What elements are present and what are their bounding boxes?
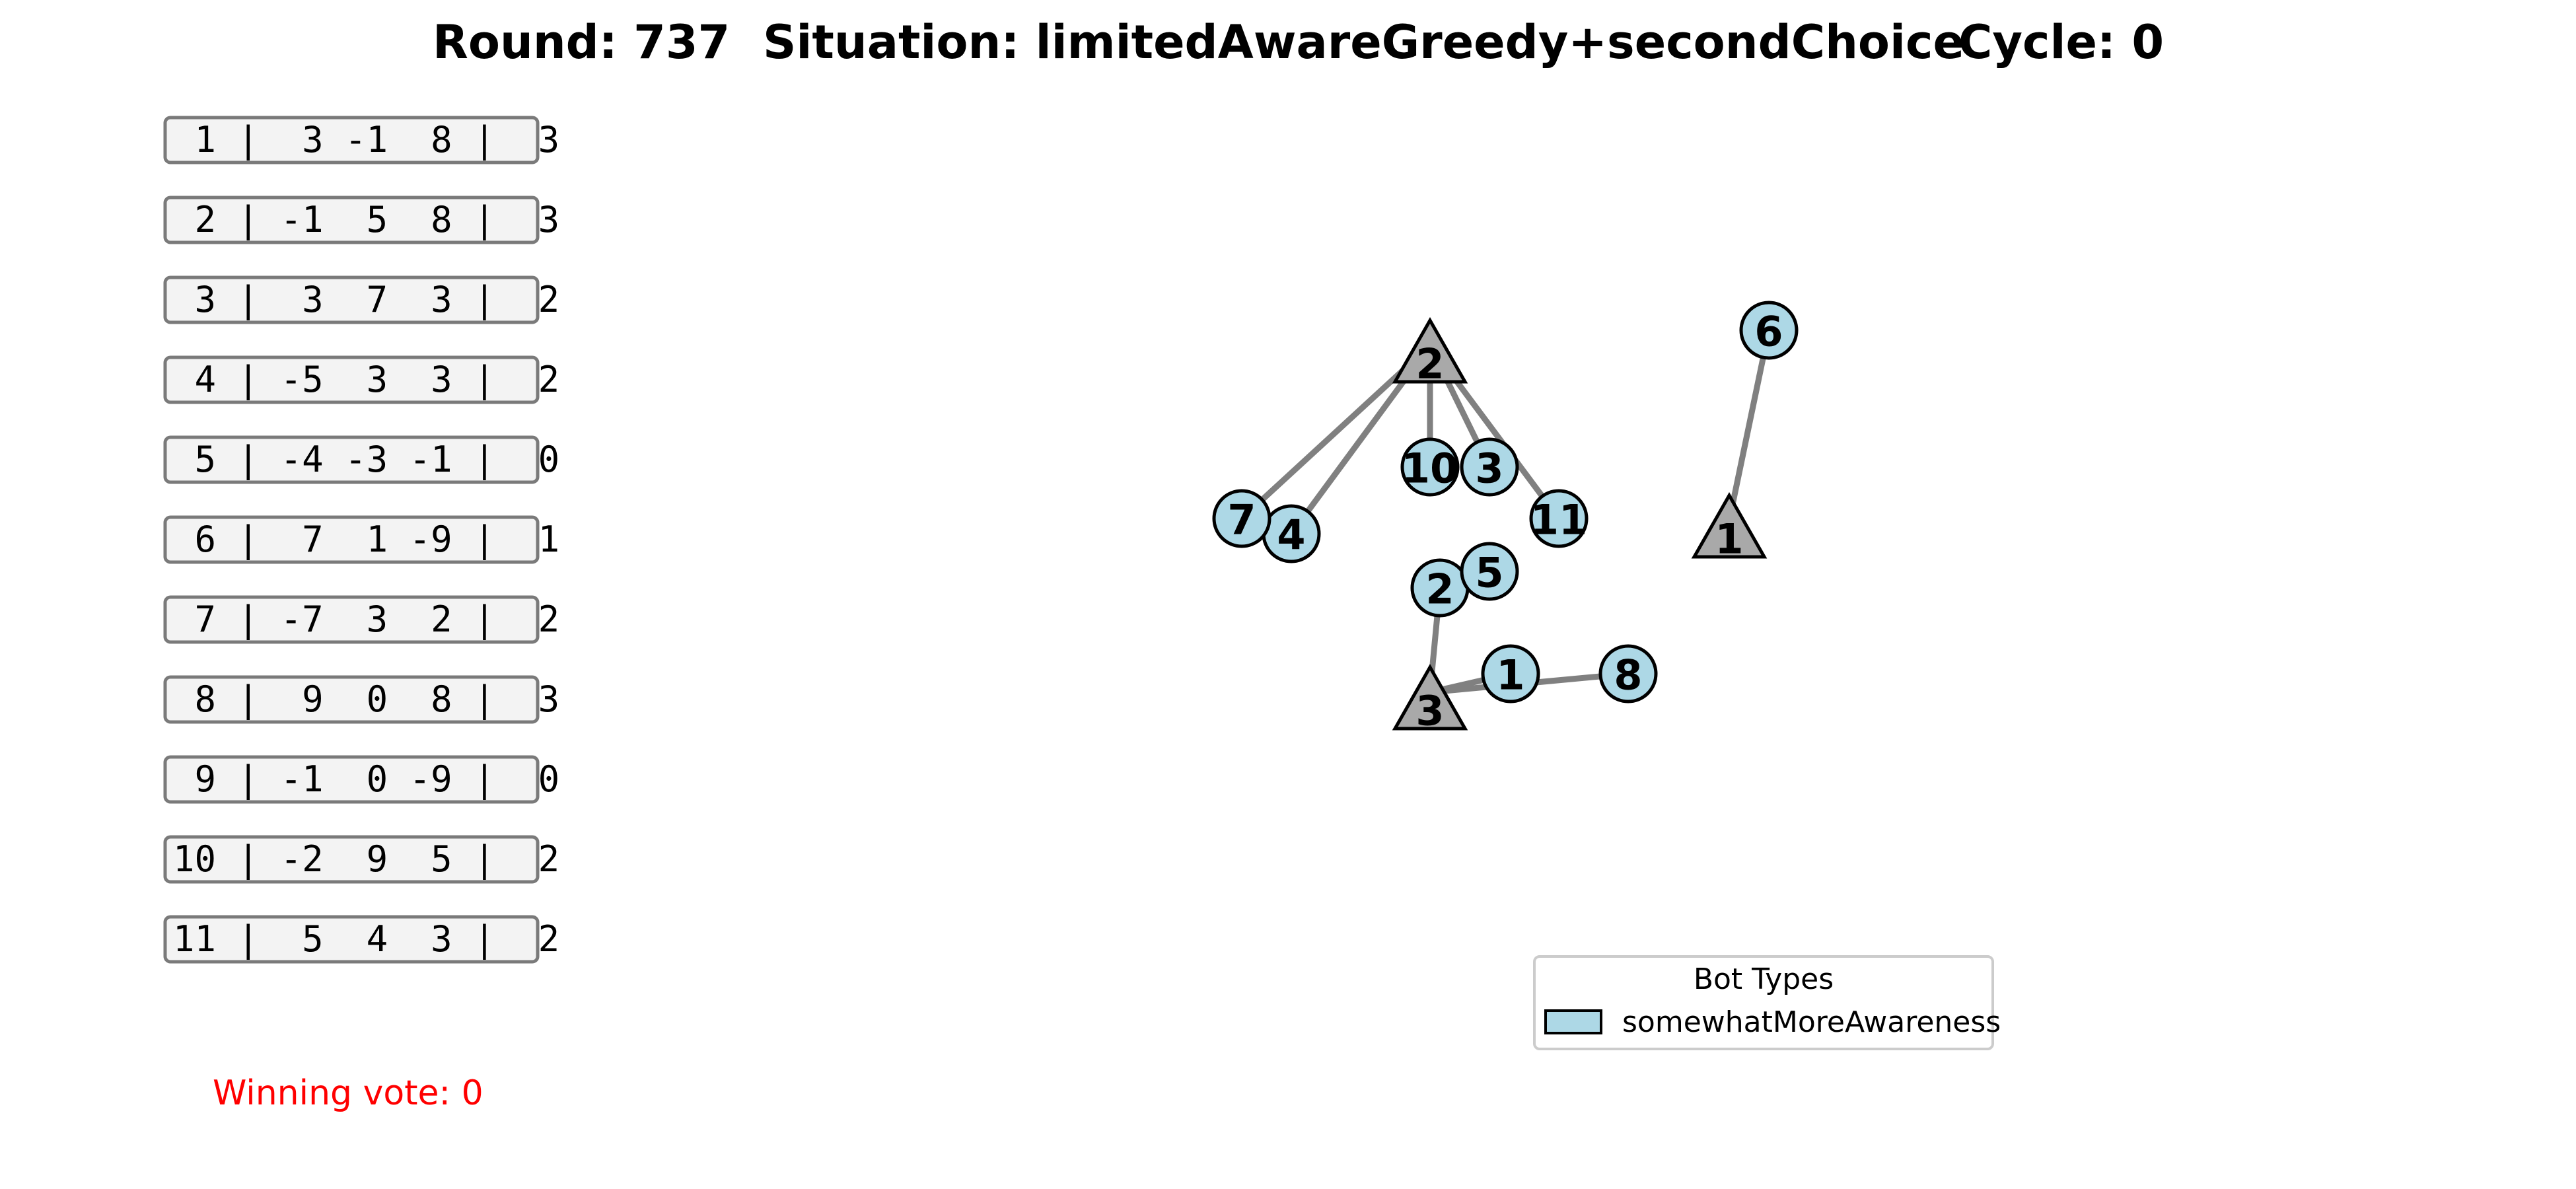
- score-table: 1 | 3 -1 8 | 3 2 | -1 5 8 | 3 3 | 3 7 3 …: [163, 116, 559, 964]
- score-row: 6 | 7 1 -9 | 1: [163, 515, 559, 564]
- option-label: 3: [1415, 687, 1444, 735]
- winning-vote-label: Winning vote: 0: [213, 1073, 483, 1113]
- cycle-label: Cycle: 0: [1958, 15, 2164, 69]
- score-row-text: 7 | -7 3 2 | 2: [173, 598, 559, 640]
- bot-node-5: 5: [1460, 542, 1519, 601]
- bot-circle: [1400, 437, 1460, 497]
- bot-node-2: 2: [1410, 558, 1470, 618]
- figure-title: Round: 737 Situation: limitedAwareGreedy…: [433, 15, 2164, 69]
- score-row-box: [163, 435, 540, 484]
- bot-node-7: 7: [1212, 489, 1271, 548]
- bot-circle: [1598, 644, 1658, 703]
- bot-node-6: 6: [1739, 301, 1799, 360]
- bot-label: 10: [1402, 445, 1458, 493]
- bot-circle: [1481, 644, 1540, 703]
- option-triangle: [1392, 316, 1468, 384]
- bot-label: 1: [1496, 651, 1524, 700]
- score-row-text: 6 | 7 1 -9 | 1: [173, 519, 559, 560]
- bot-label: 8: [1614, 651, 1642, 700]
- option-node-1: 1: [1691, 491, 1768, 563]
- bot-label: 6: [1754, 308, 1783, 356]
- score-row-text: 4 | -5 3 3 | 2: [173, 359, 559, 400]
- score-row-text: 1 | 3 -1 8 | 3: [173, 119, 559, 161]
- score-row-box: [163, 515, 540, 564]
- legend: Bot Types somewhatMoreAwareness: [1533, 955, 2001, 1050]
- score-row-text: 3 | 3 7 3 | 2: [173, 279, 559, 320]
- legend-entry-label: somewhatMoreAwareness: [1622, 1005, 2001, 1039]
- score-row: 3 | 3 7 3 | 2: [163, 275, 559, 324]
- score-row-box: [163, 755, 540, 804]
- score-row: 9 | -1 0 -9 | 0: [163, 755, 559, 804]
- bot-node-1: 1: [1481, 644, 1540, 703]
- score-row-box: [163, 835, 540, 884]
- bot-label: 3: [1475, 445, 1503, 493]
- score-row: 7 | -7 3 2 | 2: [163, 595, 559, 644]
- score-row: 5 | -4 -3 -1 | 0: [163, 435, 559, 484]
- score-row-text: 10 | -2 9 5 | 2: [173, 838, 559, 880]
- score-row-box: [163, 675, 540, 724]
- edge-bot-6-to-opt-1: [1726, 327, 1772, 524]
- option-triangle: [1691, 491, 1768, 559]
- score-row-box: [163, 355, 540, 404]
- score-row-text: 5 | -4 -3 -1 | 0: [173, 439, 559, 480]
- option-node-3: 3: [1392, 663, 1468, 735]
- bot-label: 5: [1475, 549, 1503, 597]
- bot-circle: [1529, 489, 1589, 548]
- bot-label: 7: [1227, 496, 1256, 544]
- option-label: 2: [1415, 340, 1444, 388]
- round-label: Round: 737: [433, 15, 730, 69]
- score-row-box: [163, 915, 540, 964]
- bot-label: 2: [1425, 565, 1454, 614]
- bot-label: 11: [1530, 496, 1587, 544]
- score-row-text: 8 | 9 0 8 | 3: [173, 678, 559, 720]
- score-row: 8 | 9 0 8 | 3: [163, 675, 559, 724]
- choice-edges: [1238, 327, 1772, 696]
- bot-node-4: 4: [1262, 504, 1321, 563]
- score-row: 11 | 5 4 3 | 2: [163, 915, 559, 964]
- bot-node-10: 10: [1400, 437, 1460, 497]
- bot-label: 4: [1277, 511, 1305, 559]
- option-label: 1: [1715, 515, 1743, 563]
- score-row-text: 9 | -1 0 -9 | 0: [173, 758, 559, 800]
- legend-frame: [1533, 955, 1994, 1050]
- score-row: 10 | -2 9 5 | 2: [163, 835, 559, 884]
- score-row-box: [163, 595, 540, 644]
- option-triangle: [1392, 663, 1468, 731]
- bot-circle: [1739, 301, 1799, 360]
- score-row-box: [163, 275, 540, 324]
- option-node-2: 2: [1392, 316, 1468, 388]
- score-row: 2 | -1 5 8 | 3: [163, 196, 559, 244]
- situation-label: Situation: limitedAwareGreedy+secondChoi…: [763, 15, 1964, 69]
- bot-node-3: 3: [1460, 437, 1519, 497]
- legend-title: Bot Types: [1694, 962, 1834, 996]
- score-row-text: 2 | -1 5 8 | 3: [173, 199, 559, 240]
- score-row: 1 | 3 -1 8 | 3: [163, 116, 559, 164]
- score-row-box: [163, 196, 540, 244]
- bot-node-8: 8: [1598, 644, 1658, 703]
- bot-node-11: 11: [1529, 489, 1589, 548]
- bot-circle: [1460, 437, 1519, 497]
- score-row: 4 | -5 3 3 | 2: [163, 355, 559, 404]
- score-row-text: 11 | 5 4 3 | 2: [173, 918, 559, 960]
- score-row-box: [163, 116, 540, 164]
- legend-swatch-bot: [1544, 1009, 1602, 1034]
- bot-circle: [1212, 489, 1271, 548]
- bot-circle: [1460, 542, 1519, 601]
